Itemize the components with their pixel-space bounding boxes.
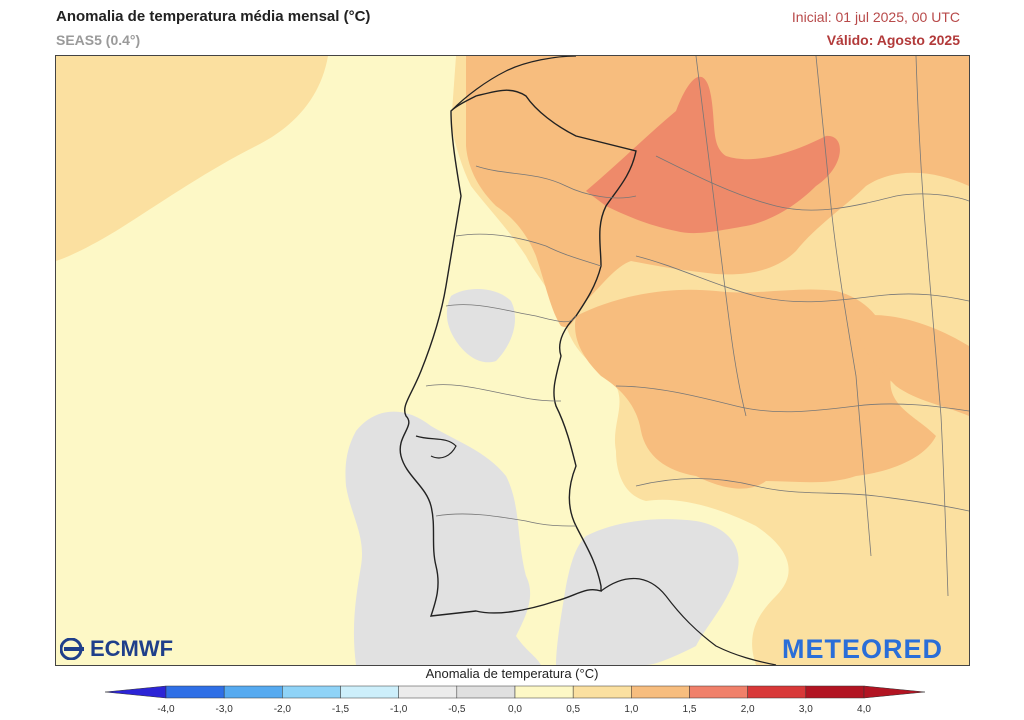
colorbar-tick-label: -0,5 bbox=[448, 704, 466, 715]
colorbar-tick-label: -3,0 bbox=[215, 704, 233, 715]
colorbar-cell bbox=[282, 685, 341, 699]
colorbar-arrow-low bbox=[105, 685, 167, 699]
initial-date: Inicial: 01 jul 2025, 00 UTC bbox=[791, 9, 960, 25]
portugal-border bbox=[399, 89, 637, 617]
anomaly-area-east bbox=[856, 315, 969, 416]
legend-title: Anomalia de temperatura (°C) bbox=[425, 666, 599, 681]
colorbar-tick-label: -2,0 bbox=[273, 704, 291, 715]
anomaly-map bbox=[55, 55, 970, 666]
map-canvas bbox=[56, 56, 969, 665]
colorbar-tick-label: -4,0 bbox=[157, 704, 175, 715]
color-scale-bar bbox=[105, 685, 925, 699]
colorbar-cell bbox=[398, 685, 458, 699]
model-subtitle: SEAS5 (0.4°) bbox=[56, 32, 141, 48]
colorbar-cell bbox=[340, 685, 399, 699]
ecmwf-logo: ECMWF bbox=[60, 636, 173, 662]
colorbar-cell bbox=[689, 685, 748, 699]
colorbar-cell bbox=[165, 685, 225, 699]
colorbar-cell bbox=[747, 685, 807, 699]
lisbon-estuary bbox=[415, 435, 457, 459]
anomaly-area-central bbox=[575, 289, 936, 489]
colorbar-cell bbox=[456, 685, 516, 699]
colorbar-cell bbox=[572, 685, 632, 699]
coast-north bbox=[450, 56, 577, 112]
region-lines bbox=[425, 56, 969, 597]
colorbar-tick-label: 0,0 bbox=[508, 704, 522, 715]
valid-date: Válido: Agosto 2025 bbox=[826, 32, 960, 48]
chart-title: Anomalia de temperatura média mensal (°C… bbox=[56, 8, 371, 25]
anomaly-area-ocean-nw bbox=[56, 56, 328, 261]
colorbar-cell bbox=[805, 685, 865, 699]
colorbar-cell bbox=[223, 685, 283, 699]
ecmwf-mark-icon bbox=[60, 638, 84, 660]
colorbar-cell bbox=[631, 685, 690, 699]
anomaly-hotspot bbox=[586, 76, 840, 234]
colorbar-tick-label: -1,0 bbox=[390, 704, 408, 715]
coast-south bbox=[600, 577, 777, 665]
ecmwf-logo-text: ECMWF bbox=[90, 636, 174, 661]
colorbar-tick-label: 0,5 bbox=[566, 704, 581, 715]
colorbar-tick-label: 2,0 bbox=[740, 704, 755, 715]
anomaly-neutral-south bbox=[556, 519, 739, 665]
colorbar-cell bbox=[514, 685, 574, 699]
colorbar-tick-label: 1,5 bbox=[682, 704, 697, 715]
meteored-logo: METEORED bbox=[782, 634, 944, 664]
colorbar-arrow-high bbox=[863, 685, 925, 699]
anomaly-neutral-center bbox=[446, 289, 516, 363]
colorbar-tick-label: 1,0 bbox=[624, 704, 639, 715]
colorbar-tick-label: 4,0 bbox=[857, 704, 871, 715]
color-scale-ticks: -4,0 -3,0 -2,0 -1,5 -1,0 -0,5 0,0 0,5 1,0 1,5 2,0 3… bbox=[0, 704, 1024, 718]
colorbar-tick-label: -1,5 bbox=[331, 704, 350, 715]
anomaly-neutral-southwest bbox=[345, 411, 541, 665]
colorbar-tick-label: 3,0 bbox=[798, 704, 813, 715]
